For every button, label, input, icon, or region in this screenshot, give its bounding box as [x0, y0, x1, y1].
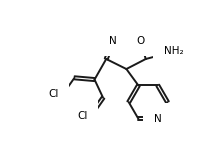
Text: O: O	[135, 36, 144, 46]
Text: Cl: Cl	[77, 111, 87, 121]
Text: N: N	[109, 36, 116, 46]
Text: N: N	[153, 114, 161, 124]
Text: NH₂: NH₂	[163, 46, 182, 56]
Text: Cl: Cl	[48, 89, 59, 99]
